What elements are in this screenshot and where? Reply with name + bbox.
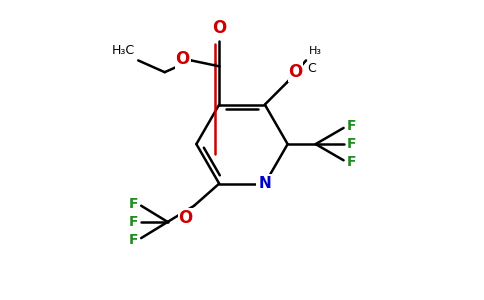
Text: H₃C: H₃C (112, 44, 135, 58)
Text: F: F (129, 197, 138, 211)
Text: F: F (347, 137, 356, 151)
Text: O: O (212, 19, 227, 37)
Text: F: F (129, 232, 138, 247)
Text: H₃: H₃ (309, 46, 322, 56)
Text: C: C (307, 62, 316, 75)
Text: F: F (347, 155, 356, 169)
Text: O: O (288, 63, 302, 81)
Text: O: O (179, 209, 193, 227)
Text: O: O (176, 50, 190, 68)
Text: N: N (258, 176, 271, 191)
Text: F: F (347, 119, 356, 134)
Text: F: F (129, 215, 138, 229)
